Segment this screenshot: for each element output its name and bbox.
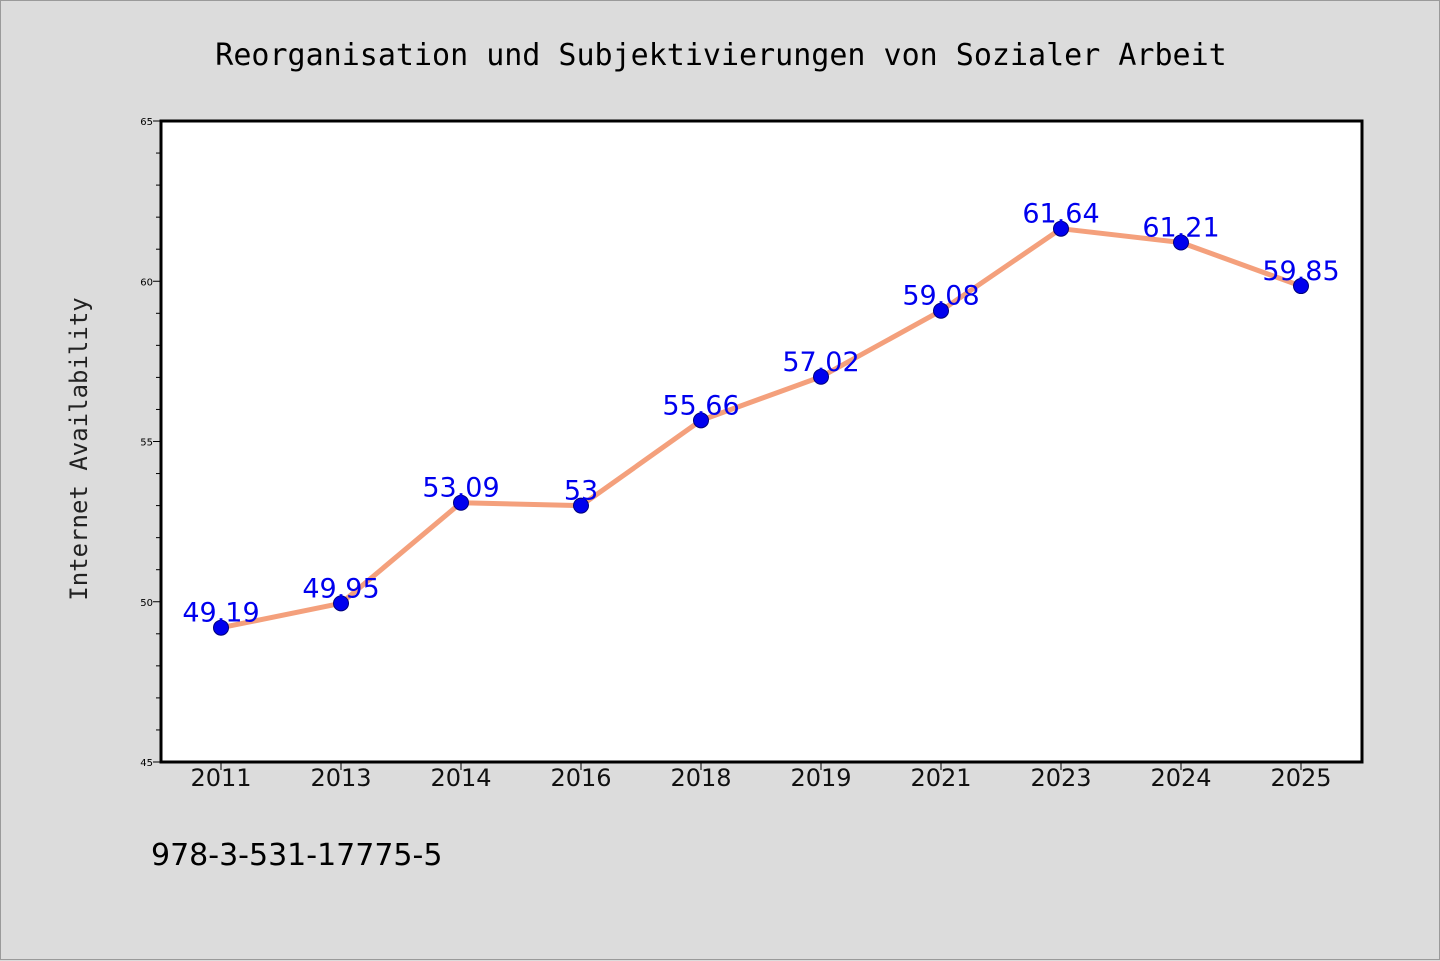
data-point [453,494,469,511]
y-tick-label: 50 [140,598,153,609]
data-label: 61.21 [1142,212,1219,243]
data-label: 59.08 [902,281,979,312]
x-tick-label: 2021 [910,764,971,792]
data-point [1293,278,1309,295]
isbn-footer: 978-3-531-17775-5 [151,838,442,873]
x-tick-label: 2013 [310,764,371,792]
data-label: 53 [564,476,598,507]
y-tick-label: 55 [140,438,153,449]
y-tick-label: 45 [140,758,153,769]
x-tick-label: 2011 [190,764,251,792]
data-label: 53.09 [422,473,499,504]
data-point [813,368,829,385]
x-tick-label: 2025 [1270,764,1331,792]
x-tick-label: 2019 [790,764,851,792]
plot-area [159,119,1364,764]
y-tick-label: 65 [140,117,153,128]
data-point [333,595,349,612]
y-axis-label: Internet Availability [65,297,93,600]
x-tick-label: 2014 [430,764,491,792]
data-label: 49.19 [182,598,259,629]
data-point [693,412,709,429]
data-label: 59.85 [1262,256,1339,287]
chart-title: Reorganisation und Subjektivierungen von… [215,38,1226,73]
data-label: 49.95 [302,573,379,604]
x-tick-label: 2016 [550,764,611,792]
data-point [933,302,949,319]
x-tick-label: 2023 [1030,764,1091,792]
data-point [1053,220,1069,237]
data-point [1173,234,1189,251]
axis-ticks: 45 50 55 60 65 2011 2013 2014 2016 2018 2019 2021 20… [140,117,1331,792]
y-tick-label: 60 [140,277,153,288]
data-label: 57.02 [782,347,859,378]
data-point [573,497,589,514]
data-label: 61.64 [1022,199,1099,230]
data-label: 55.66 [662,390,739,421]
data-point [213,619,229,636]
x-tick-label: 2018 [670,764,731,792]
x-tick-label: 2024 [1150,764,1211,792]
series-line [220,226,1302,631]
series-layer: 49.19 49.95 53.09 53 55.66 57.02 59.08 61.64 61.… [182,199,1340,636]
